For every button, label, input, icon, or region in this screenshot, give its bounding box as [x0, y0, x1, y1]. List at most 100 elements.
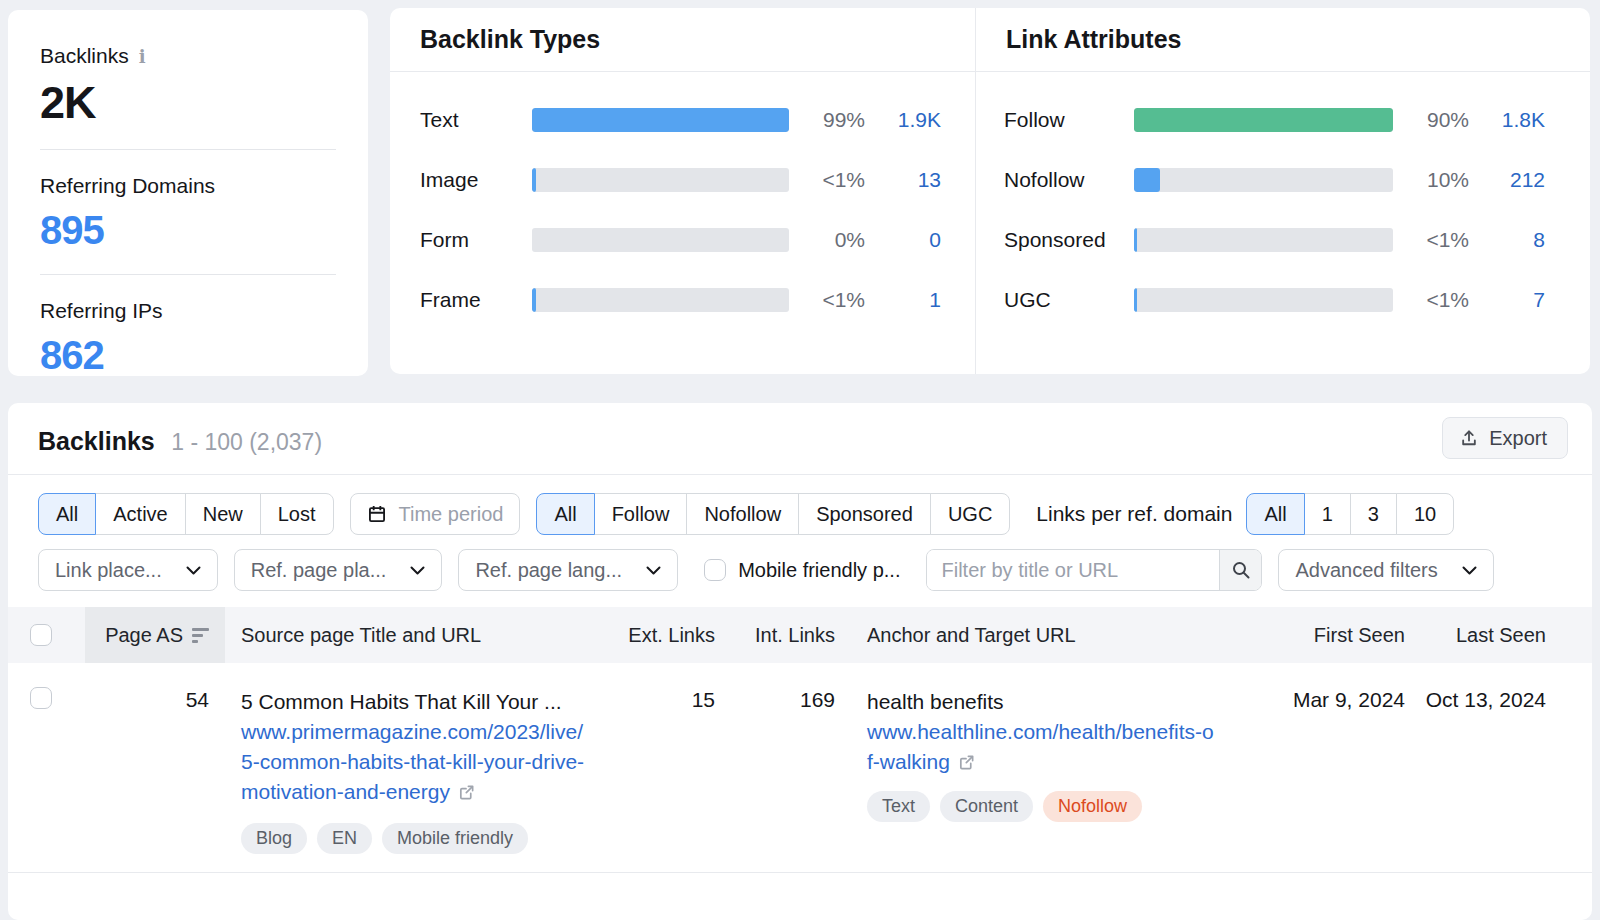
chart-row-frame: Frame <1% 1 [420, 282, 941, 318]
bar-percent: 10% [1393, 168, 1469, 192]
source-page-url-link[interactable]: www.primermagazine.com/2023/live/5-commo… [241, 717, 593, 809]
segment-links-3[interactable]: 3 [1350, 493, 1397, 535]
column-header-source[interactable]: Source page Title and URL [225, 607, 623, 663]
backlinks-total-value: 2K [40, 80, 336, 125]
backlinks-label: Backlinks [40, 44, 129, 68]
chart-row-sponsored: Sponsored <1% 8 [1004, 222, 1545, 258]
chart-row-nofollow: Nofollow 10% 212 [1004, 162, 1545, 198]
segment-new[interactable]: New [185, 493, 261, 535]
bar-fill [532, 288, 536, 312]
chevron-down-icon [1462, 566, 1477, 575]
badge-content: Content [940, 791, 1033, 822]
source-page-title: 5 Common Habits That Kill Your ... [241, 687, 623, 717]
segment-links-all[interactable]: All [1246, 493, 1304, 535]
bar-track [532, 288, 789, 312]
row-checkbox[interactable] [30, 687, 52, 709]
export-button[interactable]: Export [1442, 417, 1568, 459]
search-input[interactable] [927, 550, 1219, 590]
ext-links-value: 15 [623, 687, 719, 713]
bar-percent: 90% [1393, 108, 1469, 132]
bar-fill [1134, 168, 1160, 192]
source-tags: Blog EN Mobile friendly [241, 823, 623, 854]
segment-active[interactable]: Active [95, 493, 185, 535]
calendar-icon [367, 504, 387, 524]
external-link-icon[interactable] [958, 749, 975, 779]
column-header-ext-links[interactable]: Ext. Links [623, 607, 719, 663]
bar-value-link[interactable]: 212 [1469, 168, 1545, 192]
chart-row-image: Image <1% 13 [420, 162, 941, 198]
referring-ips-value[interactable]: 862 [40, 335, 336, 375]
referring-domains-value[interactable]: 895 [40, 210, 336, 250]
export-icon [1459, 428, 1479, 448]
segment-sponsored[interactable]: Sponsored [798, 493, 931, 535]
bar-value-link[interactable]: 1 [865, 288, 941, 312]
segment-links-1[interactable]: 1 [1304, 493, 1351, 535]
ref-page-language-dropdown[interactable]: Ref. page lang... [458, 549, 678, 591]
last-seen-value: Oct 13, 2024 [1405, 687, 1592, 713]
chevron-down-icon [186, 566, 201, 575]
chart-row-form: Form 0% 0 [420, 222, 941, 258]
column-header-int-links[interactable]: Int. Links [719, 607, 839, 663]
segment-attr-all[interactable]: All [536, 493, 594, 535]
bar-percent: <1% [1393, 228, 1469, 252]
target-url-link[interactable]: www.healthline.com/health/benefits-of-wa… [867, 717, 1219, 779]
bar-percent: <1% [789, 168, 865, 192]
search-button[interactable] [1219, 550, 1261, 590]
bar-track [1134, 228, 1393, 252]
bar-value-link[interactable]: 7 [1469, 288, 1545, 312]
backlink-types-title: Backlink Types [420, 25, 600, 54]
referring-domains-label: Referring Domains [40, 174, 336, 198]
sort-descending-icon [192, 628, 209, 643]
section-count: 1 - 100 (2,037) [171, 429, 322, 455]
summary-card: Backlinks i 2K Referring Domains 895 Ref… [8, 10, 368, 376]
bar-fill [1134, 288, 1137, 312]
tag-blog: Blog [241, 823, 307, 854]
bar-track [532, 108, 789, 132]
bar-percent: <1% [1393, 288, 1469, 312]
segment-ugc[interactable]: UGC [930, 493, 1010, 535]
segment-follow[interactable]: Follow [594, 493, 688, 535]
bar-fill [1134, 108, 1393, 132]
segment-lost[interactable]: Lost [260, 493, 334, 535]
ref-page-placement-dropdown[interactable]: Ref. page pla... [234, 549, 443, 591]
bar-track [1134, 108, 1393, 132]
bar-track [1134, 288, 1393, 312]
column-header-anchor[interactable]: Anchor and Target URL [839, 607, 1265, 663]
filters-bar: All Active New Lost Time period All Foll… [8, 475, 1592, 607]
column-header-page-as[interactable]: Page AS [85, 607, 225, 663]
advanced-filters-dropdown[interactable]: Advanced filters [1278, 549, 1493, 591]
mobile-friendly-checkbox[interactable] [704, 559, 726, 581]
table-row: 54 5 Common Habits That Kill Your ... ww… [8, 663, 1592, 873]
bar-track [532, 168, 789, 192]
bar-track [532, 228, 789, 252]
column-header-first-seen[interactable]: First Seen [1265, 607, 1405, 663]
attribute-segmented-control: All Follow Nofollow Sponsored UGC [536, 493, 1010, 535]
info-icon[interactable]: i [139, 46, 146, 67]
segment-nofollow[interactable]: Nofollow [686, 493, 799, 535]
bar-value-link[interactable]: 8 [1469, 228, 1545, 252]
links-per-domain-label: Links per ref. domain [1036, 502, 1232, 526]
link-badges: Text Content Nofollow [867, 791, 1265, 822]
bar-value-link[interactable]: 1.8K [1469, 108, 1545, 132]
external-link-icon[interactable] [458, 779, 475, 809]
backlinks-metric-label: Backlinks i [40, 44, 336, 68]
page-as-value: 54 [85, 687, 225, 713]
chart-row-follow: Follow 90% 1.8K [1004, 102, 1545, 138]
badge-text: Text [867, 791, 930, 822]
segment-all[interactable]: All [38, 493, 96, 535]
section-title: Backlinks [38, 427, 155, 455]
divider [40, 274, 336, 275]
charts-card: Backlink Types Text 99% 1.9K Image <1% 1… [390, 8, 1590, 374]
bar-value-link[interactable]: 1.9K [865, 108, 941, 132]
link-placement-dropdown[interactable]: Link place... [38, 549, 218, 591]
segment-links-10[interactable]: 10 [1396, 493, 1454, 535]
chevron-down-icon [410, 566, 425, 575]
bar-value-link[interactable]: 13 [865, 168, 941, 192]
bar-track [1134, 168, 1393, 192]
time-period-button[interactable]: Time period [350, 493, 521, 535]
chart-row-ugc: UGC <1% 7 [1004, 282, 1545, 318]
int-links-value: 169 [719, 687, 839, 713]
table-header: Page AS Source page Title and URL Ext. L… [8, 607, 1592, 663]
column-header-last-seen[interactable]: Last Seen [1405, 607, 1592, 663]
select-all-checkbox[interactable] [30, 624, 52, 646]
